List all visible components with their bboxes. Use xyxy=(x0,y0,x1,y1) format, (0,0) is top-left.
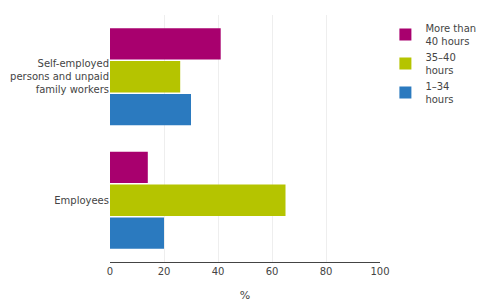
svg-text:20: 20 xyxy=(158,266,171,277)
svg-text:60: 60 xyxy=(266,266,279,277)
svg-text:0: 0 xyxy=(107,266,113,277)
svg-text:Self-employedpersons and unpai: Self-employedpersons and unpaidfamily wo… xyxy=(10,58,109,95)
svg-text:Employees: Employees xyxy=(54,195,109,206)
svg-text:More than40 hours: More than40 hours xyxy=(425,23,476,47)
svg-text:80: 80 xyxy=(320,266,333,277)
svg-text:1–34hours: 1–34hours xyxy=(425,81,453,105)
svg-text:40: 40 xyxy=(212,266,225,277)
svg-text:%: % xyxy=(240,289,250,302)
svg-text:35–40hours: 35–40hours xyxy=(425,52,455,76)
svg-text:100: 100 xyxy=(370,266,389,277)
